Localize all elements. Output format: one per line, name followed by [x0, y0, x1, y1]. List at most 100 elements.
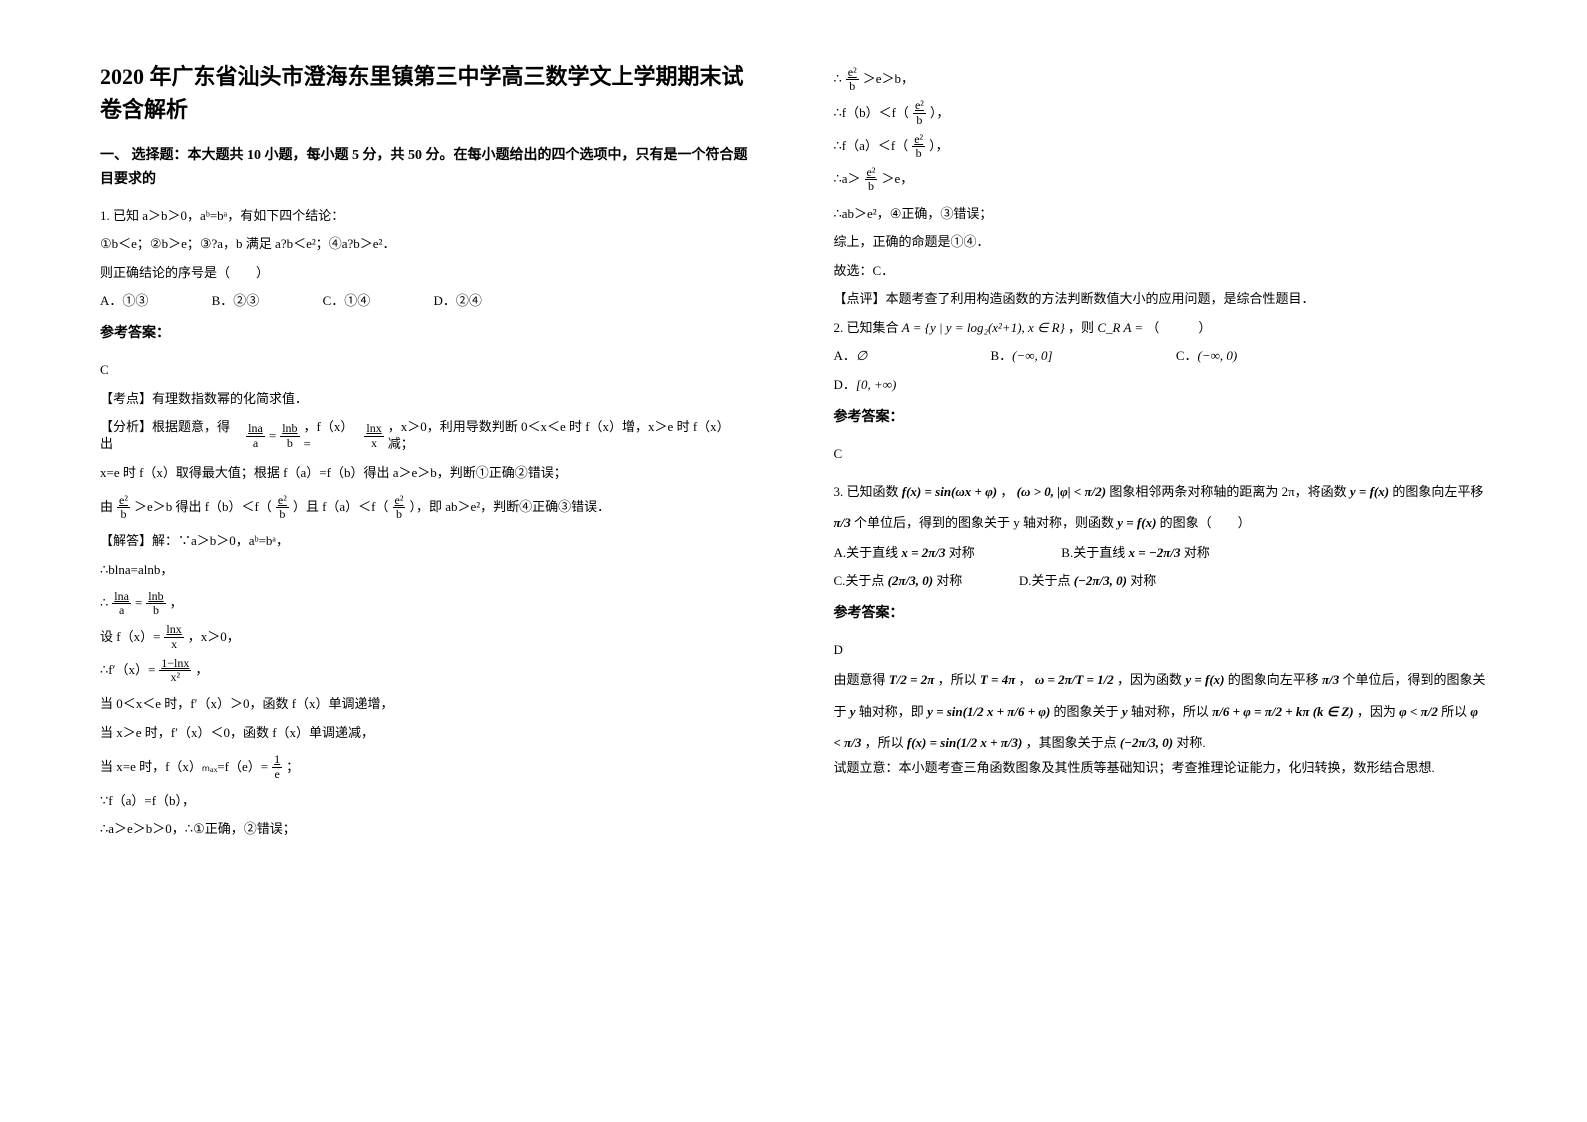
- q1-stem2: ①b＜e；②b＞e；③?a，b 满足 a?b＜e²；④a?b＞e²．: [100, 230, 754, 259]
- text: ，: [170, 595, 183, 612]
- q2-answer-label: 参考答案：: [834, 406, 1488, 426]
- q1-fenxi-l2: x=e 时 f（x）取得最大值；根据 f（a）=f（b）得出 a＞e＞b，判断①…: [100, 459, 754, 488]
- text: =: [269, 428, 276, 445]
- q1-jieda-l8: 当 x=e 时，f（x）ₘₐₓ=f（e）= 1e ；: [100, 753, 754, 780]
- q3-phi1: φ < π/2: [1399, 704, 1438, 719]
- q1-jieda-l5: ∴f′（x）= 1−lnxx² ，: [100, 657, 754, 684]
- q3-cond: (ω > 0, |φ| < π/2): [1017, 484, 1106, 499]
- q3-pi3b: π/3: [1322, 672, 1339, 687]
- text: 由题意得: [834, 672, 889, 687]
- q3-T2: T/2 = 2π: [889, 672, 935, 687]
- frac-1lnx-x2: 1−lnxx²: [159, 657, 191, 684]
- text: B.关于直线: [1061, 545, 1128, 560]
- q3-yaxis2: y: [1122, 704, 1128, 719]
- q3-stem: 3. 已知函数 f(x) = sin(ωx + φ) ， (ω > 0, |φ|…: [834, 476, 1488, 538]
- q1-jieda-l3: ∴ lnaa = lnbb ，: [100, 590, 754, 617]
- q1-jieda-l7: 当 x＞e 时，f′（x）＜0，函数 f（x）单调递减，: [100, 719, 754, 748]
- q1-optA: A．①③: [100, 287, 148, 316]
- q3-explain: 由题意得 T/2 = 2π ，所以 T = 4π ， ω = 2π/T = 1/…: [834, 664, 1488, 758]
- q1-fenxi-l3: 由 e²b ＞e＞b 得出 f（b）＜f（ e²b ）且 f（a）＜f（ e²b…: [100, 494, 754, 521]
- q3-answer: D: [834, 636, 1488, 665]
- text: 2. 已知集合: [834, 320, 902, 335]
- text: ，所以: [865, 735, 907, 750]
- frac-lnb-b-b: lnbb: [146, 590, 165, 617]
- text: ）且 f（a）＜f（: [293, 499, 389, 516]
- q1-stem3: 则正确结论的序号是（ ）: [100, 259, 754, 288]
- text: ，: [195, 662, 208, 679]
- q1-fenxi-l1: 【分析】根据题意，得出 lnaa = lnbb ，f（x）= lnxx ，x＞0…: [100, 419, 754, 453]
- text: ，f（x）=: [304, 419, 361, 453]
- text: ＞e＞b，: [863, 71, 914, 88]
- frac-lna-a-b: lnaa: [112, 590, 131, 617]
- doc-title: 2020 年广东省汕头市澄海东里镇第三中学高三数学文上学期期末试卷含解析: [100, 60, 754, 126]
- text: 的图象向左平移: [1228, 672, 1322, 687]
- text: ∴: [834, 71, 842, 88]
- text: 所以: [1441, 704, 1470, 719]
- text: ＞e，: [881, 171, 913, 188]
- text: ，: [1019, 672, 1032, 687]
- text: ，其图象关于点: [1026, 735, 1120, 750]
- text: ，因为: [1357, 704, 1399, 719]
- text: ∴: [100, 595, 108, 612]
- q3-fx2: f(x) = sin(1/2 x + π/3): [907, 735, 1022, 750]
- left-column: 2020 年广东省汕头市澄海东里镇第三中学高三数学文上学期期末试卷含解析 一、 …: [100, 60, 754, 844]
- text: 个单位后，得到的图象关于 y 轴对称，则函数: [854, 515, 1117, 530]
- q1-answer-label: 参考答案：: [100, 322, 754, 342]
- q2-cra: C_R A =: [1097, 320, 1146, 335]
- text: 对称: [936, 573, 962, 588]
- q2-optB: B．(−∞, 0]: [990, 342, 1052, 371]
- text: D.关于点: [1019, 573, 1074, 588]
- frac-e2-b-r1: e²b: [846, 66, 859, 93]
- text: 对称: [1130, 573, 1156, 588]
- q3-pi3: π/3: [834, 515, 851, 530]
- text: 的图象（ ）: [1160, 515, 1251, 530]
- text: 当 x=e 时，f（x）ₘₐₓ=f（e）=: [100, 759, 268, 776]
- text: 的图象关于: [1054, 704, 1122, 719]
- text: 3. 已知函数: [834, 484, 902, 499]
- frac-e2-b-1: e²b: [117, 494, 130, 521]
- rt-l5: ∴ab＞e²，④正确，③错误；: [834, 200, 1488, 229]
- rt-l3: ∴f（a）＜f（ e²b ），: [834, 133, 1488, 160]
- q1-optC: C．①④: [323, 287, 371, 316]
- q3-T: T = 4π: [980, 672, 1015, 687]
- q1-jieda-l9: ∵f（a）=f（b），: [100, 787, 754, 816]
- q1-kaodian: 【考点】有理数指数幂的化简求值．: [100, 385, 754, 414]
- section1-head: 一、 选择题：本大题共 10 小题，每小题 5 分，共 50 分。在每小题给出的…: [100, 144, 754, 192]
- q1-stem1: 1. 已知 a＞b＞0，aᵇ=bᵃ，有如下四个结论：: [100, 202, 754, 231]
- q3-yaxis: y: [850, 704, 856, 719]
- q1-answer: C: [100, 356, 754, 385]
- text: ，: [1000, 484, 1013, 499]
- q1-jieda-l10: ∴a＞e＞b＞0，∴①正确，②错误；: [100, 815, 754, 844]
- frac-e2-b-3: e²b: [393, 494, 406, 521]
- q1-jieda-l1: 【解答】解：∵a＞b＞0，aᵇ=bᵃ，: [100, 527, 754, 556]
- text: ＞e＞b 得出 f（b）＜f（: [134, 499, 272, 516]
- q1-options: A．①③ B．②③ C．①④ D．②④: [100, 287, 754, 316]
- q3-yfx-e: y = f(x): [1185, 672, 1224, 687]
- text: （ ）: [1146, 320, 1211, 335]
- q3-omega: ω = 2π/T = 1/2: [1035, 672, 1114, 687]
- rt-l7: 故选：C．: [834, 257, 1488, 286]
- frac-lnb-b: lnbb: [280, 422, 299, 449]
- q2-optD: D．[0, +∞): [834, 371, 897, 400]
- text: 【分析】根据题意，得出: [100, 419, 242, 453]
- q2-optC: C．(−∞, 0): [1176, 342, 1237, 371]
- rt-dianping: 【点评】本题考查了利用构造函数的方法判断数值大小的应用问题，是综合性题目．: [834, 285, 1488, 314]
- text: 对称: [1184, 545, 1210, 560]
- q3-optAB: A.关于直线 x = 2π/3 对称 B.关于直线 x = −2π/3 对称: [834, 539, 1488, 568]
- frac-e2-b-2: e²b: [276, 494, 289, 521]
- text: 由: [100, 499, 113, 516]
- q3-optCD: C.关于点 (2π/3, 0) 对称 D.关于点 (−2π/3, 0) 对称: [834, 567, 1488, 596]
- text: A.关于直线: [834, 545, 902, 560]
- frac-lnx-x-b: lnxx: [164, 623, 183, 650]
- text: ），即 ab＞e²，判断④正确③错误．: [409, 499, 610, 516]
- rt-l1: ∴ e²b ＞e＞b，: [834, 66, 1488, 93]
- frac-lnx-x: lnxx: [364, 422, 383, 449]
- text: ∴f（b）＜f（: [834, 105, 909, 122]
- q1-optB: B．②③: [212, 287, 260, 316]
- text: ∴f′（x）=: [100, 662, 155, 679]
- frac-e2-b-r3: e²b: [912, 133, 925, 160]
- text: ∴f（a）＜f（: [834, 138, 909, 155]
- q3-liyi: 试题立意：本小题考查三角函数图象及其性质等基础知识；考查推理论证能力，化归转换，…: [834, 758, 1488, 779]
- q2-set-A: A = {y | y = log₂(x²+1), x ∈ R}: [902, 320, 1065, 335]
- q2-optA: A．∅: [834, 342, 868, 371]
